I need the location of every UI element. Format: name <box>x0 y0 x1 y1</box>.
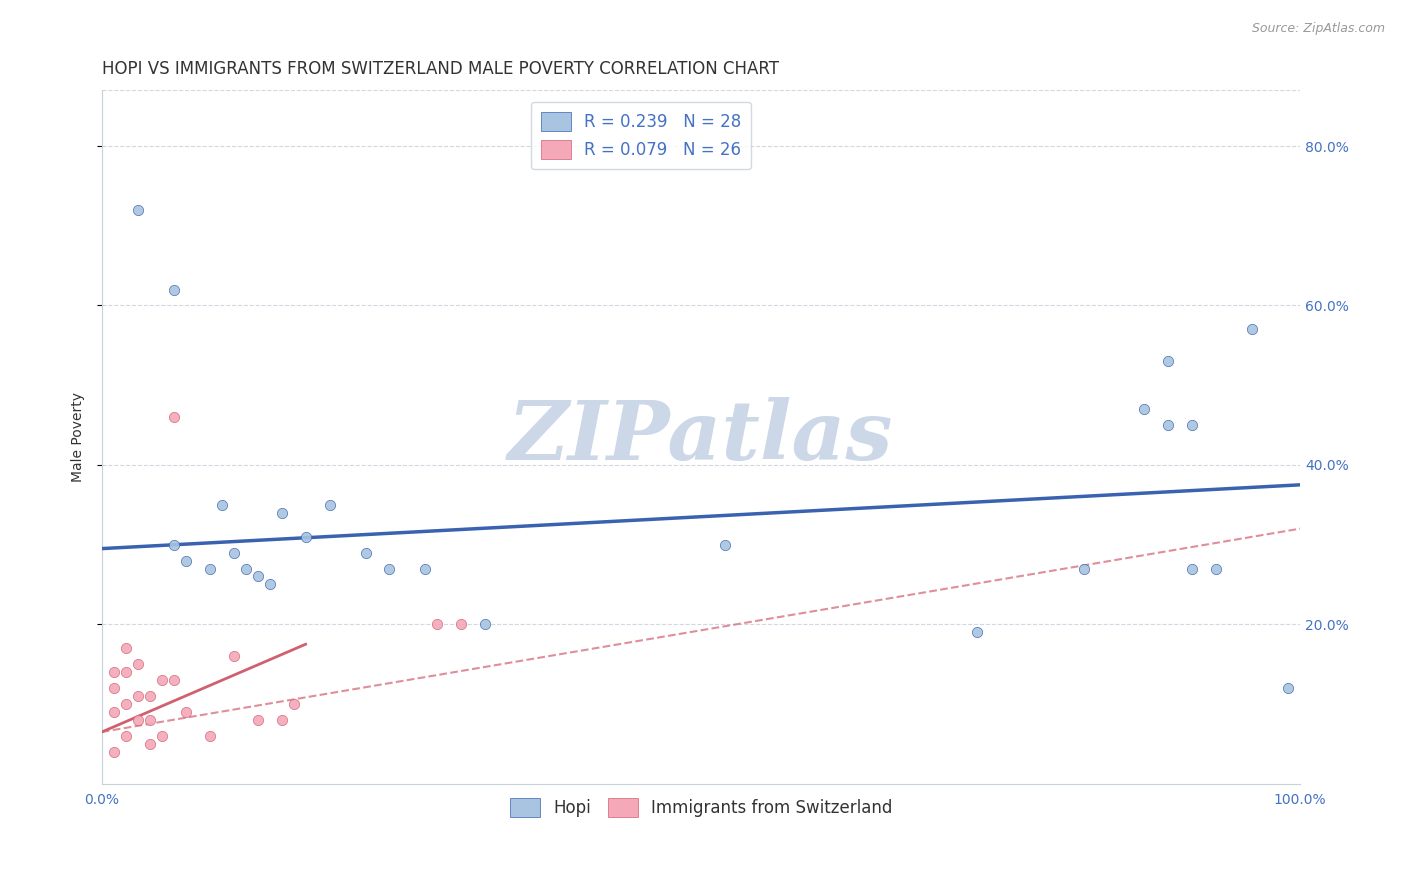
Point <box>211 498 233 512</box>
Text: Source: ZipAtlas.com: Source: ZipAtlas.com <box>1251 22 1385 36</box>
Point <box>474 617 496 632</box>
Point <box>127 689 149 703</box>
Point <box>139 713 162 727</box>
Point <box>222 649 245 664</box>
Point <box>174 553 197 567</box>
Point <box>246 713 269 727</box>
Point <box>1241 322 1264 336</box>
Point <box>150 729 173 743</box>
Point <box>222 545 245 559</box>
Point <box>270 506 292 520</box>
Point <box>150 673 173 687</box>
Point <box>1277 681 1299 695</box>
Point <box>415 561 437 575</box>
Text: HOPI VS IMMIGRANTS FROM SWITZERLAND MALE POVERTY CORRELATION CHART: HOPI VS IMMIGRANTS FROM SWITZERLAND MALE… <box>101 60 779 78</box>
Point <box>294 530 316 544</box>
Point <box>354 545 377 559</box>
Point <box>714 538 737 552</box>
Point <box>1181 418 1204 433</box>
Point <box>198 729 221 743</box>
Point <box>174 705 197 719</box>
Point <box>318 498 340 512</box>
Point <box>103 665 125 680</box>
Point <box>115 641 138 656</box>
Point <box>1073 561 1095 575</box>
Point <box>127 657 149 672</box>
Text: ZIPatlas: ZIPatlas <box>508 397 894 477</box>
Point <box>163 283 186 297</box>
Point <box>246 569 269 583</box>
Point <box>103 681 125 695</box>
Point <box>103 705 125 719</box>
Y-axis label: Male Poverty: Male Poverty <box>72 392 86 482</box>
Point <box>139 689 162 703</box>
Point <box>163 410 186 425</box>
Point <box>198 561 221 575</box>
Legend: Hopi, Immigrants from Switzerland: Hopi, Immigrants from Switzerland <box>503 791 898 824</box>
Point <box>115 665 138 680</box>
Point <box>1157 418 1180 433</box>
Point <box>115 729 138 743</box>
Point <box>450 617 472 632</box>
Point <box>127 713 149 727</box>
Point <box>115 697 138 711</box>
Point <box>259 577 281 591</box>
Point <box>1133 402 1156 417</box>
Point <box>283 697 305 711</box>
Point <box>235 561 257 575</box>
Point <box>163 538 186 552</box>
Point <box>426 617 449 632</box>
Point <box>1157 354 1180 368</box>
Point <box>966 625 988 640</box>
Point <box>1181 561 1204 575</box>
Point <box>139 737 162 751</box>
Point <box>1205 561 1227 575</box>
Point <box>103 745 125 759</box>
Point <box>378 561 401 575</box>
Point <box>163 673 186 687</box>
Point <box>270 713 292 727</box>
Point <box>127 202 149 217</box>
